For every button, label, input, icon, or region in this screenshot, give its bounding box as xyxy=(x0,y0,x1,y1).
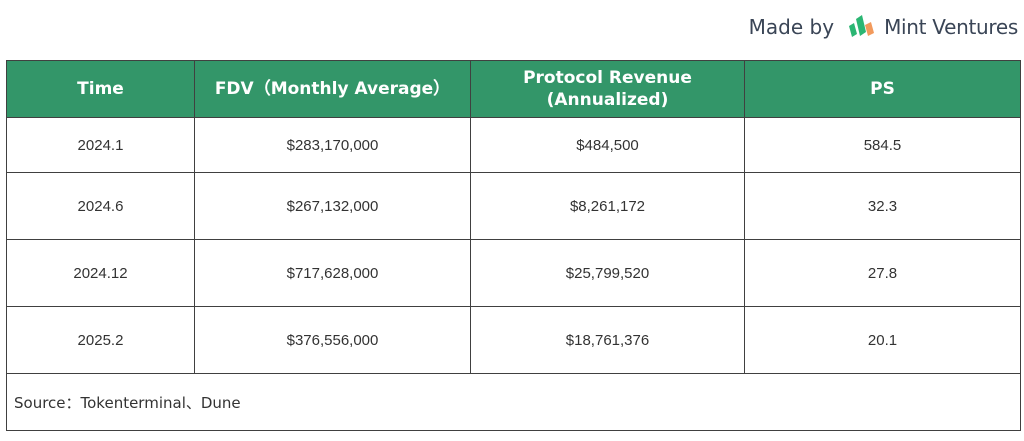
header-protocol-revenue-line2: (Annualized) xyxy=(546,90,669,110)
cell-revenue: $484,500 xyxy=(470,117,745,173)
cell-revenue: $8,261,172 xyxy=(470,172,745,240)
fdv-revenue-table: Time FDV（Monthly Average） Protocol Reven… xyxy=(6,60,1021,431)
cell-revenue: $18,761,376 xyxy=(470,306,745,374)
cell-ps: 20.1 xyxy=(744,306,1021,374)
table-row: 2024.6 $267,132,000 $8,261,172 32.3 xyxy=(6,172,1021,240)
cell-ps: 27.8 xyxy=(744,239,1021,307)
logo-stroke-left xyxy=(849,23,858,37)
header-time: Time xyxy=(6,60,195,118)
mint-ventures-logo-icon xyxy=(846,12,876,42)
cell-time: 2024.6 xyxy=(6,172,195,240)
cell-time: 2024.1 xyxy=(6,117,195,173)
cell-fdv: $376,556,000 xyxy=(194,306,471,374)
table-header-row: Time FDV（Monthly Average） Protocol Reven… xyxy=(6,60,1021,118)
header-protocol-revenue: Protocol Revenue (Annualized) xyxy=(470,60,745,118)
logo-stroke-middle xyxy=(856,15,867,36)
cell-time: 2025.2 xyxy=(6,306,195,374)
made-by-label: Made by xyxy=(748,15,835,39)
cell-ps: 584.5 xyxy=(744,117,1021,173)
source-note: Source：Tokenterminal、Dune xyxy=(6,373,1021,431)
cell-fdv: $717,628,000 xyxy=(194,239,471,307)
header-ps: PS xyxy=(744,60,1021,118)
table-row: 2025.2 $376,556,000 $18,761,376 20.1 xyxy=(6,306,1021,374)
table-row: 2024.1 $283,170,000 $484,500 584.5 xyxy=(6,117,1021,173)
table-row: 2024.12 $717,628,000 $25,799,520 27.8 xyxy=(6,239,1021,307)
cell-ps: 32.3 xyxy=(744,172,1021,240)
cell-revenue: $25,799,520 xyxy=(470,239,745,307)
cell-fdv: $267,132,000 xyxy=(194,172,471,240)
logo-stroke-right xyxy=(865,22,875,36)
header-fdv: FDV（Monthly Average） xyxy=(194,60,471,118)
cell-fdv: $283,170,000 xyxy=(194,117,471,173)
cell-time: 2024.12 xyxy=(6,239,195,307)
branding: Made by Mint Ventures xyxy=(749,8,1018,46)
header-protocol-revenue-line1: Protocol Revenue xyxy=(523,68,692,88)
table-footer-row: Source：Tokenterminal、Dune xyxy=(6,373,1021,431)
company-name: Mint Ventures xyxy=(884,15,1018,39)
